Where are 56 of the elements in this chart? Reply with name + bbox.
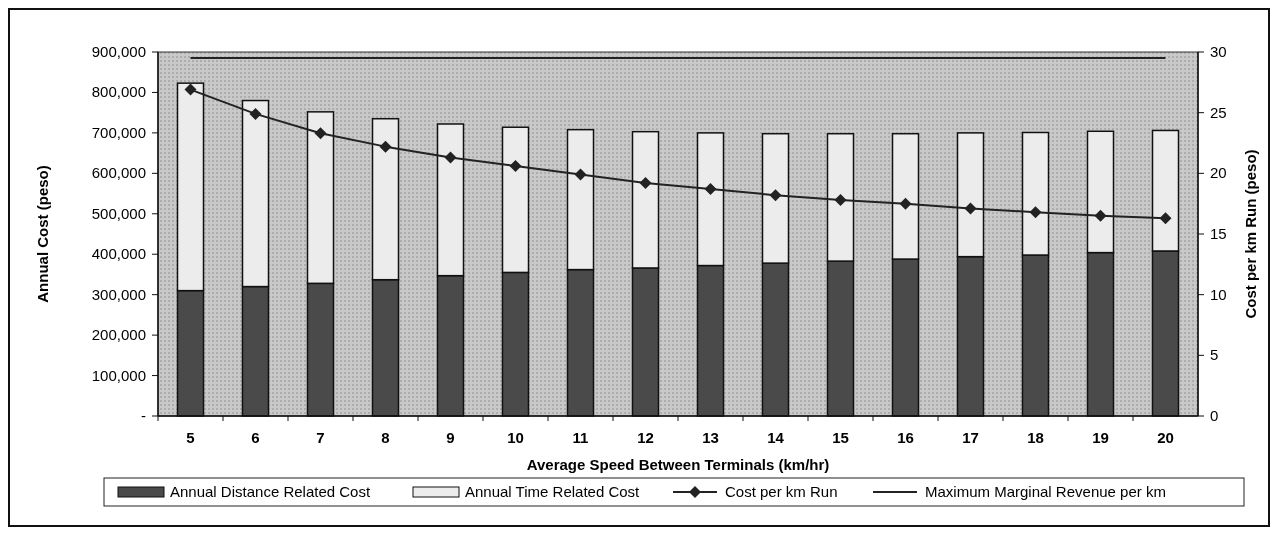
y-tick-label: 900,000: [91, 43, 146, 60]
point: [1094, 209, 1107, 222]
y2-tick-label: 15: [1210, 225, 1227, 242]
y2-axis-title: Cost per km Run (peso): [1242, 149, 1259, 319]
y-tick-label: 400,000: [91, 245, 146, 263]
x-tick-label: 18: [1027, 429, 1044, 446]
y-tick-label: 800,000: [91, 83, 146, 101]
x-tick-label: 5: [186, 429, 195, 446]
point: [249, 107, 262, 120]
legend-label: Annual Time Related Cost: [465, 483, 641, 500]
x-tick-label: 17: [962, 429, 979, 446]
y-tick-label: 100,000: [91, 366, 146, 384]
x-tick-label: 19: [1092, 429, 1109, 446]
x-tick-label: 11: [572, 429, 589, 446]
x-tick-label: 9: [446, 429, 455, 446]
y2-tick-label: 25: [1210, 103, 1227, 121]
y2-tick-label: 5: [1210, 346, 1219, 364]
point: [574, 168, 587, 181]
point: [769, 189, 782, 202]
y2-tick-label: 10: [1210, 285, 1227, 303]
y-tick-label: 500,000: [91, 204, 146, 222]
x-tick-label: 10: [507, 429, 524, 446]
y-tick-label: 700,000: [91, 123, 146, 141]
y2-tick-label: 0: [1210, 407, 1219, 424]
y-tick-label: 600,000: [91, 164, 146, 182]
y-axis-title: Annual Cost (peso): [34, 165, 51, 303]
point: [1159, 212, 1172, 225]
y-tick-label: 200,000: [91, 326, 146, 344]
point: [899, 197, 912, 210]
y2-tick-label: 30: [1210, 43, 1227, 60]
legend-label: Cost per km Run: [725, 483, 838, 500]
y-tick-label: -: [141, 407, 146, 424]
point: [184, 83, 197, 96]
point: [314, 127, 327, 140]
y-tick-label: 300,000: [91, 285, 146, 303]
point: [1029, 206, 1042, 219]
x-tick-label: 15: [832, 429, 849, 446]
legend-label: Maximum Marginal Revenue per km: [925, 483, 1166, 500]
x-tick-label: 12: [637, 429, 654, 446]
point: [834, 194, 847, 207]
x-tick-label: 8: [381, 429, 390, 446]
x-tick-label: 13: [702, 429, 719, 446]
x-tick-label: 7: [316, 429, 325, 446]
x-tick-label: 6: [251, 429, 260, 446]
legend-label: Annual Distance Related Cost: [170, 483, 371, 500]
y2-tick-label: 20: [1210, 164, 1227, 182]
x-tick-label: 20: [1157, 429, 1174, 446]
x-tick-label: 16: [897, 429, 914, 446]
x-axis-title: Average Speed Between Terminals (km/hr): [526, 456, 830, 473]
point: [964, 202, 977, 215]
point: [444, 151, 457, 164]
x-tick-label: 14: [767, 429, 785, 446]
point: [639, 177, 652, 190]
point: [379, 140, 392, 153]
point: [509, 160, 522, 173]
point: [704, 183, 717, 196]
